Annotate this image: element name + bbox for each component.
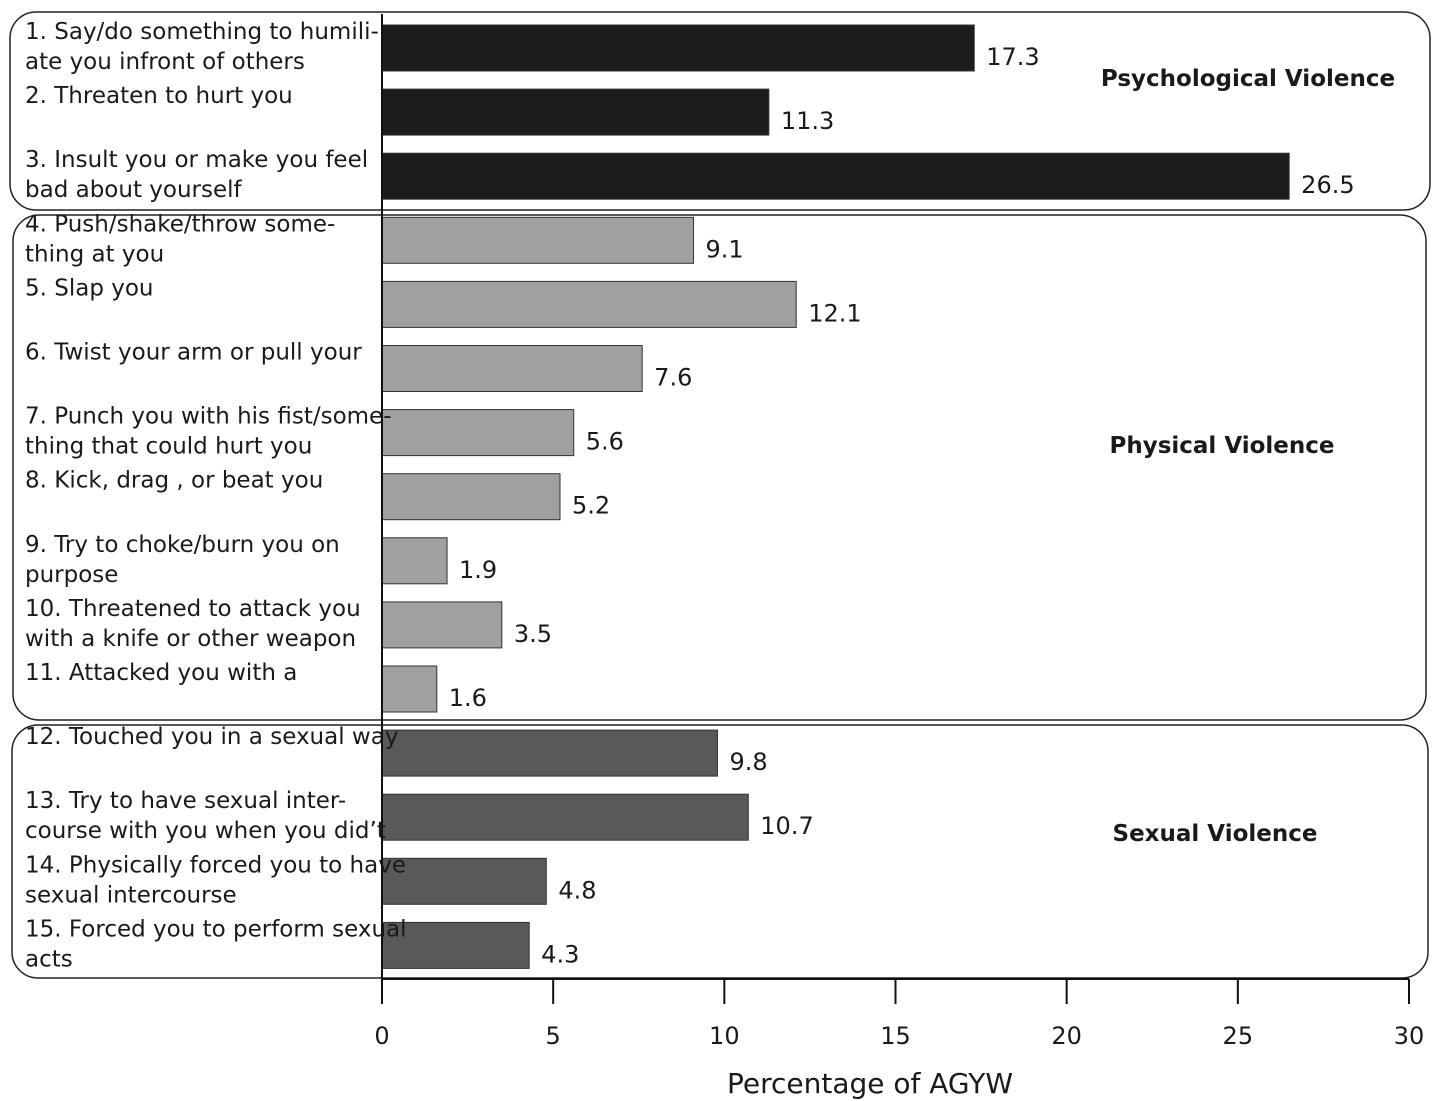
group-box: [12, 214, 1427, 721]
category-label: 10. Threatened to attack you with a knife…: [25, 596, 361, 652]
data-label: 11.3: [781, 107, 834, 135]
bar: [381, 601, 503, 649]
x-axis-title: Percentage of AGYW: [727, 1067, 1013, 1100]
category-label: 9. Try to choke/burn you on purpose: [25, 532, 340, 588]
group-label: Psychological Violence: [1101, 66, 1395, 92]
bar: [381, 857, 547, 905]
x-axis: 0 5 10 15 20 25 30: [374, 14, 1424, 1050]
bar: [381, 88, 770, 136]
category-label: 4. Push/shake/throw some-thing at you: [25, 211, 335, 267]
bar: [381, 473, 561, 521]
bar: [381, 280, 797, 328]
data-label: 7.6: [654, 364, 692, 392]
category-label: 13. Try to have sexual inter-course with…: [25, 788, 386, 844]
category-label: 7. Punch you with his fist/some-thing th…: [25, 404, 392, 460]
bar: [381, 409, 575, 457]
bar: [381, 216, 695, 264]
data-label: 10.7: [760, 812, 813, 840]
group-box: [9, 11, 1431, 211]
group-label: Sexual Violence: [1113, 821, 1318, 847]
x-tick-label: 5: [546, 1022, 561, 1050]
category-label: 6. Twist your arm or pull your: [25, 340, 362, 366]
bar: [381, 729, 718, 777]
data-label: 9.8: [729, 748, 767, 776]
bars: 17.3 11.3 26.5 9.1 12.1 7.6 5.6 5.2 1.9 3.5 1.6 9.8…: [381, 24, 1355, 969]
data-label: 9.1: [706, 235, 744, 263]
data-label: 4.8: [558, 876, 596, 904]
bar: [381, 537, 448, 585]
bar: [381, 665, 438, 713]
data-label: 4.3: [541, 940, 579, 968]
category-label: 5. Slap you: [25, 275, 154, 301]
category-label: 14. Physically forced you to have sexual …: [25, 852, 406, 908]
bar: [381, 345, 643, 392]
data-label: 3.5: [514, 620, 552, 648]
x-tick-label: 15: [880, 1022, 911, 1050]
category-label: 12. Touched you in a sexual way: [25, 724, 398, 750]
bar: [381, 793, 749, 841]
bar: [381, 152, 1290, 200]
data-label: 12.1: [808, 299, 861, 327]
category-label: 3. Insult you or make you feel bad about …: [25, 147, 368, 203]
x-tick-label: 10: [709, 1022, 740, 1050]
category-label: 15. Forced you to perform sexual acts: [25, 916, 407, 972]
category-label: 8. Kick, drag , or beat you: [25, 468, 323, 494]
data-label: 5.2: [572, 492, 610, 520]
x-tick-label: 25: [1223, 1022, 1254, 1050]
x-tick-label: 30: [1394, 1022, 1425, 1050]
category-label: 1. Say/do something to humili-ate you in…: [25, 19, 379, 75]
category-labels: 1. Say/do something to humili-ate you in…: [25, 19, 407, 972]
x-tick-label: 20: [1051, 1022, 1082, 1050]
category-label: 11. Attacked you with a: [25, 660, 297, 686]
category-label: 2. Threaten to hurt you: [25, 83, 293, 109]
data-label: 17.3: [986, 43, 1039, 71]
bar: [381, 24, 975, 72]
data-label: 1.9: [459, 556, 497, 584]
x-tick-label: 0: [374, 1022, 389, 1050]
group-label: Physical Violence: [1109, 433, 1334, 459]
data-label: 1.6: [449, 684, 487, 712]
data-label: 26.5: [1301, 171, 1354, 199]
bar: [381, 921, 530, 969]
data-label: 5.6: [586, 428, 624, 456]
